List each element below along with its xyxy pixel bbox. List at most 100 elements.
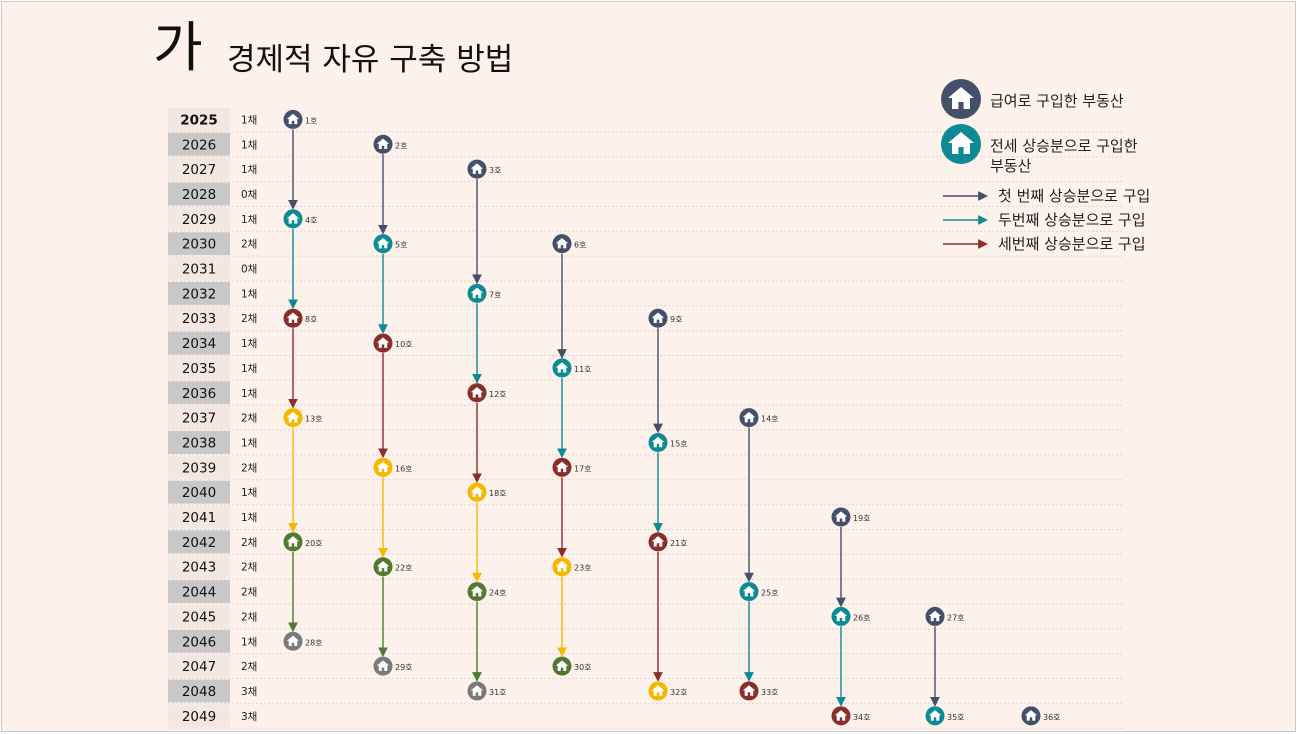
year-label: 2041 [182,510,216,526]
house-label: 31호 [489,688,507,697]
house-icon [373,134,393,154]
year-cell-bg [168,455,230,479]
house-count-label: 1채 [241,388,257,400]
year-cell-bg [168,157,230,181]
house-icon [739,582,759,602]
house-icon [648,308,668,328]
house-count-label: 1채 [241,437,257,449]
year-label: 2027 [182,162,216,178]
year-label: 2028 [182,187,216,203]
year-label: 2040 [182,485,216,501]
house-label: 4호 [305,216,317,225]
year-label: 2048 [182,684,216,700]
house-label: 17호 [574,464,592,473]
house-label: 21호 [670,539,688,548]
year-cell-bg [168,431,230,454]
year-label: 2029 [182,212,216,228]
year-label: 2047 [182,659,216,675]
house-icon [552,656,572,676]
house-label: 13호 [305,415,323,424]
house-label: 11호 [574,365,592,374]
year-cell-bg [168,232,230,256]
year-label: 2033 [182,311,216,327]
legend-salary-label: 급여로 구입한 부동산 [990,92,1124,110]
house-layer: 1호 2호 3호 4호 5호 6호 7호 8호 9호 10호 11호 12호 13호 14호 15호 16호 1… [283,109,1061,726]
house-icon [552,358,572,378]
house-label: 8호 [305,315,317,324]
year-label: 2032 [182,286,216,302]
house-label: 19호 [853,514,871,523]
house-icon [925,706,945,726]
house-label: 28호 [305,638,323,647]
house-icon [283,631,303,651]
house-icon [373,656,393,676]
year-label: 2044 [182,585,216,601]
year-label: 2038 [182,435,216,451]
house-count-label: 3채 [241,686,257,698]
house-label: 14호 [761,415,779,424]
house-icon [467,482,487,502]
year-cell-bg [168,182,230,206]
year-cell-bg [168,605,230,628]
year-label: 2025 [180,112,218,128]
year-cell-bg [168,257,230,280]
year-cell-bg [168,108,230,131]
house-label: 6호 [574,241,586,250]
house-icon [831,606,851,626]
year-label: 2039 [182,460,216,476]
year-label: 2042 [182,535,216,551]
year-label: 2035 [182,361,216,377]
house-count-label: 2채 [241,562,257,574]
year-cell-bg [168,381,230,405]
house-count-label: 2채 [241,537,257,549]
house-label: 32호 [670,688,688,697]
year-cell-bg [168,704,230,728]
year-cell-bg [168,406,230,430]
house-icon [648,532,668,552]
house-icon [467,159,487,179]
house-label: 5호 [395,241,407,250]
house-icon [552,234,572,254]
house-count-label: 1채 [241,338,257,350]
house-label: 3호 [489,166,501,175]
house-icon [467,383,487,403]
house-count-label: 2채 [241,611,257,623]
arrow-layer [288,129,940,707]
year-cell-bg [168,629,230,653]
year-cell-bg [168,331,230,355]
house-icon [373,333,393,353]
year-cell-bg [168,132,230,156]
house-icon [373,557,393,577]
house-count-label: 2채 [241,413,257,425]
house-label: 20호 [305,539,323,548]
house-label: 15호 [670,439,688,448]
year-label: 2030 [182,237,216,253]
house-icon [831,706,851,726]
house-label: 9호 [670,315,682,324]
house-count-label: 1채 [241,164,257,176]
house-count-label: 1채 [241,114,257,126]
house-count-label: 0채 [241,189,257,201]
house-label: 24호 [489,589,507,598]
house-icon [552,457,572,477]
year-label: 2046 [182,634,216,650]
house-icon [467,582,487,602]
house-icon [1021,706,1041,726]
house-count-label: 1채 [241,214,257,226]
house-label: 36호 [1043,713,1061,722]
year-label: 2034 [182,336,216,352]
house-count-label: 1채 [241,139,257,151]
house-icon [552,557,572,577]
house-icon [283,109,303,129]
house-icon [467,681,487,701]
legend-jeonse-house-icon [941,124,981,164]
house-label: 25호 [761,589,779,598]
house-label: 26호 [853,613,871,622]
year-cell-bg [168,480,230,504]
house-icon [467,283,487,303]
year-cell-bg [168,356,230,380]
legend-jeonse-label-2: 부동산 [990,157,1032,175]
house-count-label: 1채 [241,512,257,524]
house-label: 29호 [395,663,413,672]
year-cell-bg [168,207,230,231]
